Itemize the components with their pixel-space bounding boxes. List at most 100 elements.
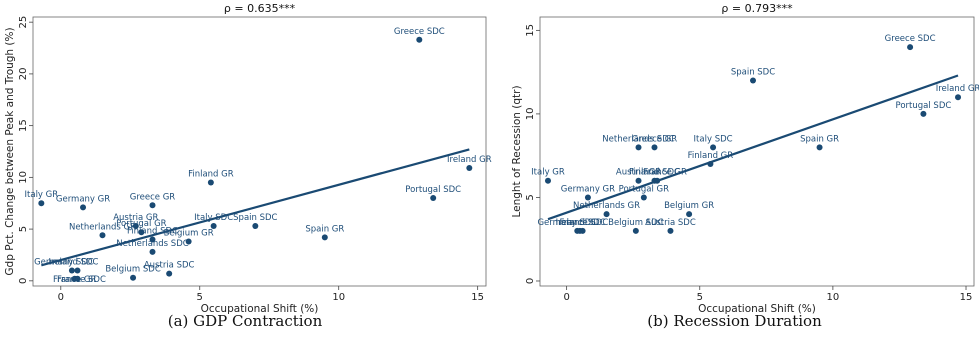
point-label-greece-sdc: Greece SDC: [394, 27, 445, 37]
plot-frame: [32, 16, 487, 287]
fit-line: [547, 74, 959, 221]
point-label-finland-gr: Finland GR: [688, 151, 734, 161]
point-label-ireland-sdc: Ireland SDC: [556, 218, 606, 228]
x-tick-label: 10: [332, 292, 345, 303]
point-portugal-gr: [138, 229, 145, 236]
point-label-spain-gr: Spain GR: [800, 134, 839, 144]
x-tick-label: 5: [197, 292, 203, 303]
point-label-france-sdc: France SDC: [560, 218, 609, 228]
point-ireland-gr: [955, 94, 962, 101]
point-italy-gr: [38, 200, 45, 207]
x-tick-label: 5: [697, 292, 703, 303]
x-tick-label: 15: [960, 292, 973, 303]
point-belgium-sdc: [632, 227, 639, 234]
y-tick-label: 0: [18, 278, 29, 284]
point-label-portugal-gr: Portugal GR: [619, 184, 669, 194]
point-label-germany-sdc: Germany SDC: [537, 218, 597, 228]
y-tick-label: 20: [18, 68, 29, 81]
point-france-gr: [654, 177, 661, 184]
point-label-ireland-sdc: Ireland SDC: [48, 257, 98, 267]
point-label-austria-gr: Austria GR: [113, 213, 158, 223]
fit-line: [41, 148, 470, 267]
point-label-germany-gr: Germany GR: [56, 194, 110, 204]
point-greece-gr: [651, 144, 658, 151]
point-italy-sdc: [710, 144, 717, 151]
point-spain-gr: [321, 234, 328, 241]
point-netherlands-gr: [603, 211, 610, 218]
point-label-italy-sdc: Italy SDC: [194, 213, 233, 223]
y-tick-label: 10: [18, 171, 29, 184]
point-belgium-sdc: [130, 274, 137, 281]
point-label-belgium-gr: Belgium GR: [664, 201, 714, 211]
point-germany-gr: [80, 204, 87, 211]
point-label-belgium-sdc: Belgium SDC: [608, 218, 663, 228]
chart-gdp-contraction: ρ = 0.635*** 0 5 10 15 0 5 10 15 20 25 Occupational…: [4, 2, 492, 315]
point-germany-sdc: [68, 267, 75, 274]
point-spain-sdc: [252, 222, 259, 229]
point-label-portugal-gr: Portugal GR: [116, 219, 166, 229]
caption-b: (b) Recession Duration: [647, 312, 822, 330]
point-finland-gr: [707, 161, 714, 168]
point-label-finland-sdc: Finland SDC: [629, 168, 680, 178]
y-tick-label: 5: [18, 226, 29, 232]
point-austria-sdc: [667, 227, 674, 234]
point-label-france-sdc: France SDC: [57, 275, 106, 285]
point-netherlands-sdc: [635, 144, 642, 151]
plot-frame: [539, 16, 975, 287]
point-label-portugal-sdc: Portugal SDC: [405, 185, 461, 195]
point-italy-sdc: [210, 222, 217, 229]
point-label-netherlands-sdc: Netherlands SDC: [116, 239, 188, 249]
point-greece-sdc: [416, 36, 423, 43]
x-axis-label: Occupational Shift (%): [201, 303, 319, 315]
x-tick-label: 10: [827, 292, 840, 303]
point-label-belgium-gr: Belgium GR: [164, 229, 214, 239]
point-label-austria-sdc: Austria SDC: [645, 218, 696, 228]
point-label-italy-gr: Italy GR: [531, 168, 565, 178]
point-italy-gr: [544, 177, 551, 184]
point-label-greece-gr: Greece GR: [130, 192, 176, 202]
point-label-france-gr: France GR: [643, 168, 687, 178]
x-tick-label: 0: [58, 292, 64, 303]
point-label-austria-gr: Austria GR: [616, 168, 661, 178]
panel-recession-duration: ρ = 0.793*** 0 5 10 15 0 5 10 15 Occupational Shi…: [490, 0, 979, 343]
point-portugal-gr: [640, 194, 647, 201]
point-label-germany-gr: Germany GR: [561, 184, 615, 194]
point-portugal-sdc: [920, 110, 927, 117]
point-austria-gr: [132, 222, 139, 229]
y-tick-label: 5: [525, 194, 536, 200]
point-france-sdc: [576, 227, 583, 234]
point-label-spain-sdc: Spain SDC: [233, 213, 277, 223]
point-label-austria-sdc: Austria SDC: [144, 261, 195, 271]
point-label-spain-sdc: Spain SDC: [731, 67, 775, 77]
point-ireland-gr: [466, 165, 473, 172]
point-greece-gr: [149, 202, 156, 209]
y-tick-label: 15: [18, 119, 29, 132]
point-label-belgium-sdc: Belgium SDC: [105, 265, 160, 275]
chart-recession-duration: ρ = 0.793*** 0 5 10 15 0 5 10 15 Occupational Shi…: [511, 2, 979, 315]
point-label-spain-gr: Spain GR: [305, 224, 344, 234]
chart-title: ρ = 0.635***: [224, 2, 296, 15]
point-label-ireland-gr: Ireland GR: [447, 155, 492, 165]
point-ireland-sdc: [74, 267, 81, 274]
point-label-netherlands-sdc: Netherlands SDC: [602, 134, 674, 144]
caption-a: (a) GDP Contraction: [167, 312, 323, 330]
x-tick-label: 0: [563, 292, 569, 303]
point-finland-sdc: [149, 236, 156, 243]
point-finland-gr: [207, 179, 214, 186]
point-label-greece-sdc: Greece SDC: [885, 34, 936, 44]
point-label-finland-sdc: Finland SDC: [127, 226, 178, 236]
point-netherlands-gr: [99, 232, 106, 239]
x-axis-label: Occupational Shift (%): [698, 303, 816, 315]
point-label-greece-gr: Greece GR: [632, 134, 678, 144]
y-axis-label: Gdp Pct. Change between Peak and Trough …: [4, 27, 16, 275]
x-tick-label: 15: [471, 292, 484, 303]
point-label-ireland-gr: Ireland GR: [936, 84, 979, 94]
point-portugal-sdc: [430, 195, 437, 202]
point-spain-gr: [816, 144, 823, 151]
point-germany-gr: [584, 194, 591, 201]
point-label-netherlands-gr: Netherlands GR: [69, 222, 136, 232]
point-label-portugal-sdc: Portugal SDC: [896, 101, 952, 111]
point-austria-gr: [635, 177, 642, 184]
point-label-finland-gr: Finland GR: [188, 170, 234, 180]
point-austria-sdc: [166, 270, 173, 277]
